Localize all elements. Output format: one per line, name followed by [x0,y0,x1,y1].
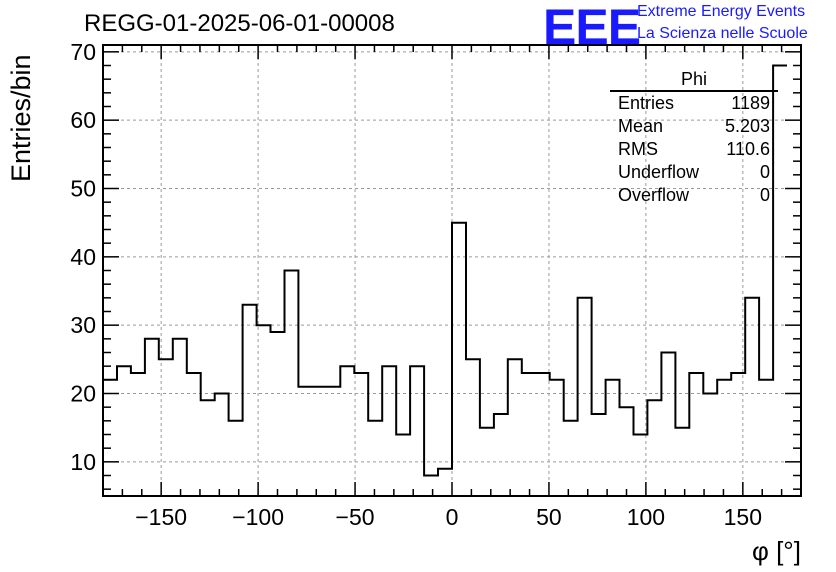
x-tick-label: −50 [336,504,375,530]
y-tick-label: 10 [70,449,96,475]
stats-value: 5.203 [724,116,770,136]
x-tick-label: 0 [446,504,459,530]
stats-title: Phi [610,68,778,92]
stats-row-overflow: Overflow 0 [610,184,778,207]
stats-value: 110.6 [726,139,770,159]
x-tick-label: 50 [536,504,562,530]
stats-value: 1189 [731,93,770,113]
chart-title: REGG-01-2025-06-01-00008 [84,10,395,37]
stats-row-mean: Mean 5.203 [610,115,778,138]
axis-ticks [103,45,801,496]
stats-row-underflow: Underflow 0 [610,161,778,184]
stats-box: Phi Entries 1189 Mean 5.203 RMS 110.6 Un… [610,68,778,207]
stats-label: Mean [618,116,664,136]
y-tick-label: 70 [70,39,96,65]
eee-logo: EEE [543,0,641,55]
stats-label: Overflow [618,185,690,205]
x-tick-label: 100 [627,504,665,530]
tick-labels: −150 −100 −50 0 50 100 150 10 20 30 40 50 60 70 [70,39,762,530]
stats-label: Entries [618,93,675,113]
histogram-step-line [103,64,787,477]
y-tick-label: 30 [70,312,96,338]
y-tick-label: 20 [70,381,96,407]
x-axis-label: φ [°] [752,536,801,566]
y-axis-label: Entries/bin [6,54,36,182]
logo-line-1: Extreme Energy Events [637,3,806,20]
y-tick-label: 50 [70,176,96,202]
y-tick-label: 60 [70,107,96,133]
stats-value: 0 [759,162,770,182]
stats-row-rms: RMS 110.6 [610,138,778,161]
stats-row-entries: Entries 1189 [610,92,778,115]
stats-label: RMS [618,139,658,159]
stats-value: 0 [759,185,770,205]
x-tick-label: 150 [724,504,762,530]
x-tick-label: −100 [232,504,284,530]
x-tick-label: −150 [135,504,187,530]
y-tick-label: 40 [70,244,96,270]
stats-label: Underflow [618,162,700,182]
logo-line-2: La Scienza nelle Scuole [637,25,808,42]
